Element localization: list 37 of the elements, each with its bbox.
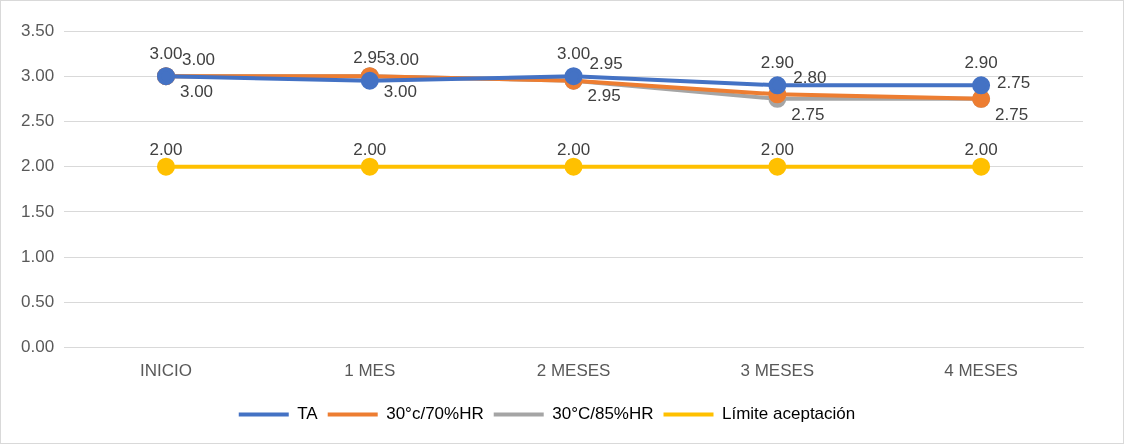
data-label: 2.00 <box>760 140 794 160</box>
legend-label: Límite aceptación <box>722 404 856 424</box>
data-label: 2.75 <box>997 72 1031 92</box>
data-label: 2.90 <box>964 52 998 72</box>
data-label: 3.00 <box>181 49 216 69</box>
y-tick-label: 3.00 <box>20 65 55 85</box>
y-tick-label: 1.50 <box>20 201 55 221</box>
x-tick-label: 3 MESES <box>740 361 815 381</box>
y-tick-label: 3.50 <box>20 20 55 40</box>
y-tick-label: 0.50 <box>20 292 55 312</box>
data-label: 2.00 <box>353 140 387 160</box>
legend-label: 30°C/85%HR <box>552 404 654 424</box>
data-label: 3.00 <box>557 43 591 63</box>
legend-label: 30°c/70%HR <box>386 404 484 424</box>
x-tick-label: 4 MESES <box>944 361 1018 381</box>
data-label: 3.00 <box>385 49 419 69</box>
legend-label: TA <box>297 404 319 424</box>
x-tick-label: INICIO <box>140 361 192 381</box>
data-label: 2.00 <box>557 140 591 160</box>
data-label: 2.00 <box>964 140 998 160</box>
data-label: 2.90 <box>760 52 794 72</box>
y-tick-label: 2.00 <box>20 156 55 176</box>
data-label: 3.00 <box>149 43 183 63</box>
data-label: 2.95 <box>589 54 623 74</box>
x-tick-label: 2 MESES <box>536 361 611 381</box>
y-tick-label: 1.00 <box>20 246 55 266</box>
data-label: 2.00 <box>149 140 183 160</box>
data-label: 2.75 <box>995 104 1029 124</box>
data-label: 2.80 <box>793 68 827 88</box>
x-tick-label: 1 MES <box>344 361 396 381</box>
y-tick-label: 0.00 <box>20 337 55 357</box>
data-label: 3.00 <box>383 81 417 101</box>
data-label: 3.00 <box>179 81 214 101</box>
data-label: 2.75 <box>791 104 825 124</box>
y-tick-label: 2.50 <box>20 111 55 131</box>
data-label: 2.95 <box>587 86 621 106</box>
data-label: 2.95 <box>353 48 387 68</box>
